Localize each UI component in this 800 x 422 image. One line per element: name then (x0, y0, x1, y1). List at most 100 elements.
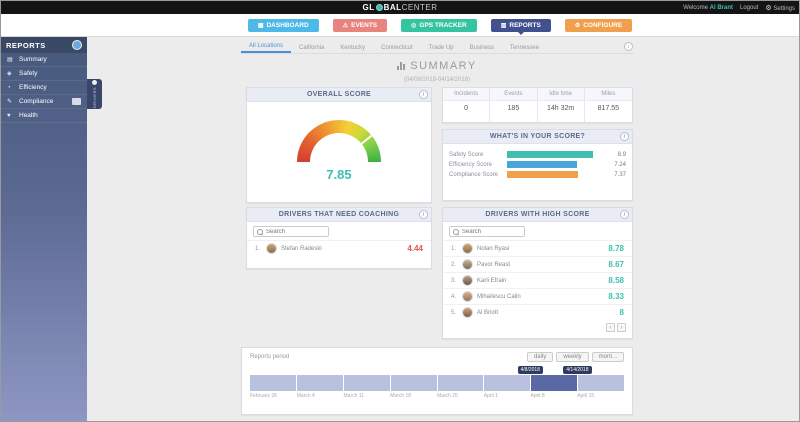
nav-button-reports[interactable]: ▥ REPORTS (490, 18, 551, 35)
driver-row[interactable]: 2. Pavor Reast 8.67 (443, 256, 632, 272)
timeline-segment[interactable] (390, 375, 437, 391)
coaching-card: DRIVERS THAT NEED COACHING i 1. Stefan Ra… (246, 207, 432, 269)
period-head: Reports period daily weekly mont... (250, 352, 624, 362)
timeline-segment[interactable] (578, 375, 624, 391)
sidebar-item-health[interactable]: ♥ Health (1, 109, 87, 123)
logo-suffix-bold: BAL (383, 3, 402, 12)
tabs-info-icon[interactable]: i (624, 42, 633, 51)
sidebar-item-summary[interactable]: ▤ Summary (1, 53, 87, 67)
score-rows: Safety Score 8.9 Efficiency Score 7.24 Compl… (443, 144, 632, 178)
tab-business[interactable]: Business (469, 45, 494, 51)
driver-row[interactable]: 3. Karli Efrain 8.58 (443, 272, 632, 288)
period-start-badge: 4/8/2018 (517, 366, 543, 374)
tab-all-locations[interactable]: All Locations (241, 41, 292, 53)
tab-kentucky[interactable]: Kentucky (340, 45, 366, 51)
stat-label: Events (490, 88, 537, 101)
bar-chart-icon (397, 62, 406, 70)
top-bar: GL BALCENTER Welcome Al Brant Logout ⚙ Se… (1, 1, 799, 14)
timeline-segment[interactable] (296, 375, 343, 391)
timeline-segment[interactable] (437, 375, 484, 391)
logo-prefix: GL (362, 3, 375, 12)
axis-label: April 15 (577, 393, 595, 399)
gps-tracker-icon: ◎ (411, 22, 417, 29)
sidebar-item-safety[interactable]: ◈ Safety (1, 67, 87, 81)
sidebar-help-icon[interactable] (72, 40, 82, 50)
overall-score-value: 7.85 (326, 167, 352, 182)
logout-link[interactable]: Logout (740, 4, 759, 11)
highscore-search-box[interactable] (449, 226, 525, 237)
period-button-weekly[interactable]: weekly (556, 352, 589, 362)
driver-avatar (462, 243, 473, 254)
sidebar-header: REPORTS (1, 37, 87, 53)
timeline-segment[interactable] (531, 375, 578, 391)
score-bar (507, 151, 594, 158)
driver-rank: 4. (451, 293, 457, 300)
globe-icon (375, 4, 383, 11)
coaching-list: 1. Stefan Radeski 4.44 (247, 240, 431, 256)
search-icon (257, 228, 263, 235)
sidebar-item-label: Efficiency (19, 84, 47, 91)
stat-events: Events 185 (490, 88, 538, 122)
nav-button-dashboard[interactable]: ▦ DASHBOARD (247, 18, 319, 32)
tab-trade-up[interactable]: Trade Up (428, 45, 454, 51)
highscore-list: 1. Nolan Ryasi 8.78 2. Pavor Reast 8.67 3. Karl… (443, 240, 632, 320)
driver-score: 8.33 (608, 292, 624, 301)
driver-score: 4.44 (407, 244, 423, 253)
coaching-search-row (247, 222, 431, 240)
score-row-safety-score: Safety Score 8.9 (443, 148, 632, 158)
compliance-badge (72, 98, 81, 105)
highscore-header: DRIVERS WITH HIGH SCORE i (443, 208, 632, 222)
score-bar (507, 171, 579, 178)
driver-rank: 2. (451, 261, 457, 268)
next-page-button[interactable]: › (617, 323, 626, 332)
sidebar-items: ▤ Summary ◈ Safety ◔ Efficiency ✎ Compliance ♥ He… (1, 53, 87, 123)
info-icon[interactable]: i (620, 210, 629, 219)
driver-row[interactable]: 4. Mihailescu Calin 8.33 (443, 288, 632, 304)
settings-link[interactable]: ⚙ Settings (765, 4, 795, 12)
info-icon[interactable]: i (620, 132, 629, 141)
reports-period-card: Reports period daily weekly mont... 4/8/20… (241, 347, 633, 415)
nav-button-events[interactable]: ⚠ EVENTS (332, 18, 388, 32)
tab-tennessee[interactable]: Tennessee (509, 45, 539, 51)
dashboard-icon: ▦ (257, 22, 264, 29)
timeline-segment[interactable] (484, 375, 531, 391)
period-timeline: 4/8/2018 4/14/2018 (250, 366, 624, 391)
prev-page-button[interactable]: ‹ (606, 323, 615, 332)
axis-label: April 1 (483, 393, 498, 399)
tab-connecticut[interactable]: Connecticut (381, 45, 413, 51)
score-breakdown-card: WHAT'S IN YOUR SCORE? i Safety Score 8.9 E… (442, 129, 633, 201)
stat-miles: Miles 817.55 (584, 88, 632, 122)
coaching-search-box[interactable] (253, 226, 329, 237)
page-title: SUMMARY (410, 60, 477, 72)
driver-row[interactable]: 5. Al Briott 8 (443, 304, 632, 320)
tab-california[interactable]: California (299, 45, 325, 51)
driver-rank: 3. (451, 277, 457, 284)
driver-name: Pavor Reast (477, 261, 511, 268)
driver-row[interactable]: 1. Stefan Radeski 4.44 (247, 240, 431, 256)
period-button-daily[interactable]: daily (526, 352, 554, 362)
timeline-segment[interactable] (250, 375, 296, 391)
nav-button-gps-tracker[interactable]: ◎ GPS TRACKER (401, 18, 477, 32)
nav-button-label: DASHBOARD (266, 21, 309, 29)
stat-label: Idle time (537, 88, 584, 101)
score-breakdown-header: WHAT'S IN YOUR SCORE? i (443, 130, 632, 144)
period-button-mont[interactable]: mont... (591, 352, 624, 362)
safety-icon: ◈ (7, 71, 12, 77)
driver-name: Stefan Radeski (281, 245, 322, 252)
axis-label: March 11 (343, 393, 364, 399)
highscore-search-input[interactable] (462, 228, 518, 235)
efficiency-icon: ◔ (7, 84, 11, 91)
period-label: Reports period (250, 354, 290, 360)
sidebar-item-compliance[interactable]: ✎ Compliance (1, 95, 87, 109)
drivers-flyout-tab[interactable]: DRIVERS (87, 79, 102, 109)
sidebar-item-label: Compliance (19, 98, 54, 105)
timeline-segment[interactable] (343, 375, 390, 391)
info-icon[interactable]: i (419, 210, 428, 219)
info-icon[interactable]: i (419, 90, 428, 99)
nav-button-configure[interactable]: ⚙ CONFIGURE (564, 18, 633, 32)
axis-label: February 26 (250, 393, 277, 399)
sidebar-item-label: Health (19, 112, 38, 119)
coaching-search-input[interactable] (266, 228, 322, 235)
sidebar-item-efficiency[interactable]: ◔ Efficiency (1, 81, 87, 95)
driver-row[interactable]: 1. Nolan Ryasi 8.78 (443, 240, 632, 256)
